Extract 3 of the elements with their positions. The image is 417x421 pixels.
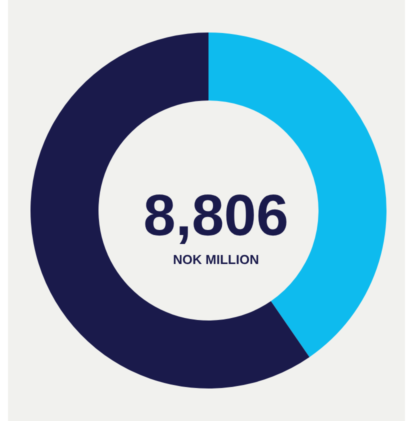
text: NOK MILLION [173,252,259,267]
donut-slice [30,32,310,388]
text: 8,806 [143,183,289,248]
